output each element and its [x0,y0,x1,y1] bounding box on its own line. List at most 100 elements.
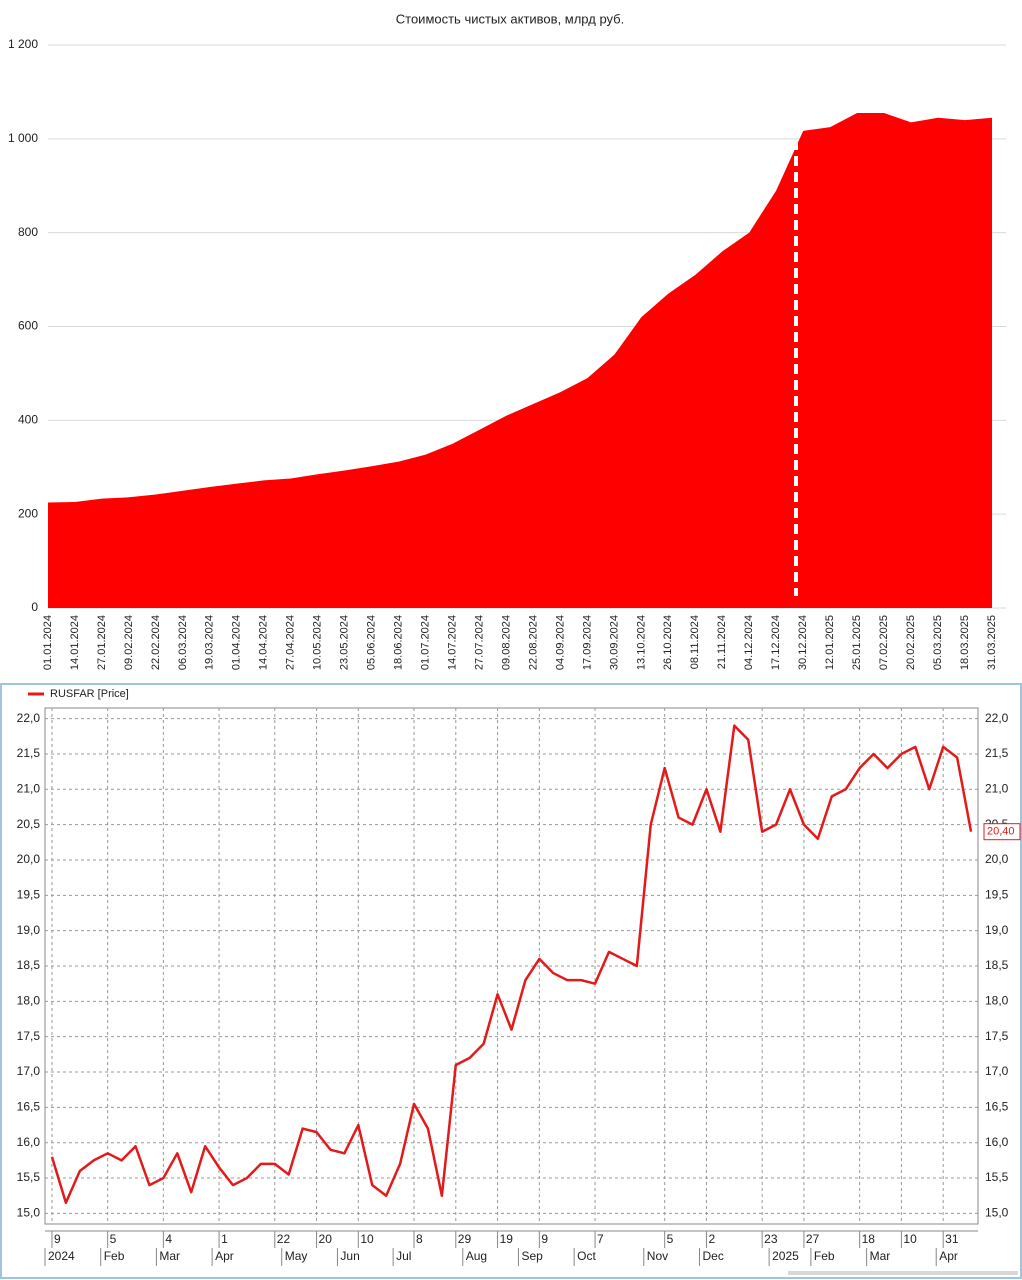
y-tick-label: 21,0 [17,781,41,795]
area-chart: 0 200 400 600 800 1 000 1 200 01.01.2024 14.01.2… [8,37,1006,670]
x-tick-label: 14.01.2024 [69,615,81,670]
x-tick-label: 27.07.2024 [473,615,485,670]
x-tick-label: 22 [277,1232,291,1246]
x-tick-label: 10 [903,1232,917,1246]
x-tick-label: 25.01.2025 [851,615,863,670]
x-tick-label: 01.07.2024 [420,615,432,670]
period-label: Apr [215,1249,234,1263]
y-tick-label: 20,0 [17,852,41,866]
y-tick-label: 18,0 [17,994,41,1008]
period-label: Apr [939,1249,958,1263]
y-tick-label: 800 [18,225,38,239]
x-tick-label: 17.09.2024 [581,615,593,670]
period-label: Oct [577,1249,596,1263]
x-tick-label: 17.12.2024 [770,615,782,670]
y-tick-label: 21,5 [17,746,41,760]
x-tick-label: 22.02.2024 [150,615,162,670]
legend-label: RUSFAR [Price] [50,688,129,700]
y-tick-label-right: 21,5 [985,746,1009,760]
y-tick-label: 1 200 [8,37,38,51]
x-tick-label: 22.08.2024 [527,615,539,670]
x-tick-label: 08.11.2024 [689,615,701,669]
x-tick-label: 20.02.2025 [905,615,917,670]
y-tick-label-right: 17,5 [985,1029,1009,1043]
x-tick-label: 10.05.2024 [312,615,324,670]
x-tick-label: 8 [416,1232,423,1246]
y-tick-label-right: 19,0 [985,923,1009,937]
period-label: Mar [870,1249,891,1263]
panel-border [0,683,1022,1279]
y-tick-label: 19,0 [17,923,41,937]
area [48,113,992,608]
x-tick-label: 5 [667,1232,674,1246]
y-tick-label-right: 21,0 [985,781,1009,795]
y-tick-label: 20,5 [17,817,41,831]
x-tick-label: 30.12.2024 [797,615,809,670]
y-tick-label: 18,5 [17,958,41,972]
x-tick-label: 5 [110,1232,117,1246]
line [50,724,973,1205]
x-tick-label: 27.01.2024 [96,615,108,670]
y-tick-label-right: 18,0 [985,994,1009,1008]
y-tick-label: 600 [18,319,38,333]
x-tick-label: 14.04.2024 [258,615,270,670]
x-tick-label: 04.12.2024 [743,615,755,670]
period-label: Feb [104,1249,125,1263]
period-label: Aug [466,1249,487,1263]
y-tick-label: 17,5 [17,1029,41,1043]
y-tick-label-right: 17,0 [985,1064,1009,1078]
x-tick-label: 12.01.2025 [824,615,836,670]
x-tick-label: 13.10.2024 [635,615,647,670]
y-tick-label: 16,0 [17,1135,41,1149]
x-tick-label: 01.01.2024 [42,615,54,670]
x-tick-label: 04.09.2024 [554,615,566,670]
x-tick-label: 31 [945,1232,959,1246]
x-tick-label: 18.03.2025 [959,615,971,670]
y-tick-label: 19,5 [17,887,41,901]
x-tick-label: 05.03.2025 [932,615,944,670]
y-tick-label-right: 22,0 [985,711,1009,725]
period-label: Jul [396,1249,411,1263]
x-tick-label: 4 [165,1232,172,1246]
x-tick-label: 18 [862,1232,876,1246]
x-tick-label: 30.09.2024 [608,615,620,670]
y-tick-label-right: 18,5 [985,958,1009,972]
x-tick-label: 2 [708,1232,715,1246]
x-tick-label: 19.03.2024 [204,615,216,670]
x-tick-label: 01.04.2024 [231,615,243,670]
period-label: Nov [647,1249,668,1263]
x-tick-label: 9 [54,1232,61,1246]
x-tick-label: 09.02.2024 [123,615,135,670]
period-label: Sep [521,1249,543,1263]
y-tick-label-right: 19,5 [985,887,1009,901]
x-tick-label: 9 [541,1232,548,1246]
x-tick-label: 14.07.2024 [446,615,458,670]
y-tick-label: 16,5 [17,1100,41,1114]
period-label: Feb [814,1249,835,1263]
x-tick-label: 19 [500,1232,514,1246]
x-tick-label: 1 [221,1232,228,1246]
x-tick-label: 10 [360,1232,374,1246]
x-tick-label: 7 [597,1232,604,1246]
y-tick-label-right: 16,5 [985,1100,1009,1114]
x-tick-label: 23 [764,1232,778,1246]
x-tick-label: 06.03.2024 [177,615,189,670]
y-tick-label: 1 000 [8,131,38,145]
y-tick-label-right: 20,0 [985,852,1009,866]
x-tick-label: 27 [806,1232,820,1246]
y-tick-label-right: 15,5 [985,1170,1009,1184]
x-tick-label: 05.06.2024 [366,615,378,670]
y-tick-label: 200 [18,506,38,520]
x-tick-label: 21.11.2024 [716,615,728,669]
y-tick-label-right: 15,0 [985,1206,1009,1220]
y-tick-label: 17,0 [17,1064,41,1078]
value-label: 20,40 [987,826,1015,838]
x-tick-label: 18.06.2024 [393,615,405,670]
period-label: 2025 [772,1249,799,1263]
period-label: May [285,1249,308,1263]
period-label: 2024 [48,1249,75,1263]
scrollbar [788,1271,1018,1275]
x-tick-label: 09.08.2024 [500,615,512,670]
chart-title: Стоимость чистых активов, млрд руб. [396,11,624,26]
